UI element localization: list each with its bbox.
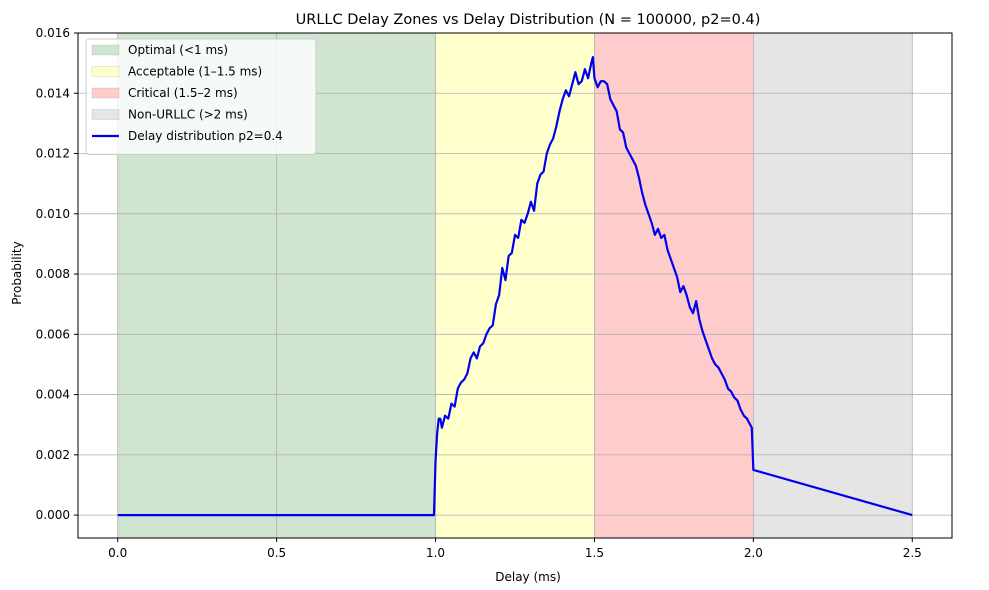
y-tick-label-4: 0.008 [36,267,70,281]
y-tick-label-7: 0.014 [36,86,70,100]
y-tick-label-1: 0.002 [36,448,70,462]
x-tick-label-4: 2.0 [744,546,763,560]
legend-swatch-0 [91,44,120,56]
legend-label-1: Acceptable (1–1.5 ms) [128,65,262,79]
x-tick-label-0: 0.0 [108,546,127,560]
legend-label-3: Non-URLLC (>2 ms) [128,108,248,122]
y-tick-label-5: 0.010 [36,207,70,221]
chart-title: URLLC Delay Zones vs Delay Distribution … [296,12,761,28]
series-line-0 [117,56,913,517]
x-tick-label-5: 2.5 [903,546,922,560]
legend-label-4: Delay distribution p2=0.4 [128,129,283,143]
legend: Optimal (<1 ms) Acceptable (1–1.5 ms) Crit… [85,38,317,155]
legend-swatch-1 [91,66,120,77]
legend-swatch-2 [91,87,120,99]
grid-layer [78,32,952,538]
x-axis-ticks: 0.0 0.5 1.0 1.5 2.0 2.5 [108,538,922,560]
x-axis-label: Delay (ms) [495,570,561,584]
series-layer [117,56,913,517]
x-tick-label-2: 1.0 [426,546,445,560]
legend-swatch-3 [91,109,120,120]
y-tick-label-2: 0.004 [36,388,70,402]
y-axis-label: Probability [10,241,24,304]
plot-frame [77,32,953,539]
y-tick-label-0: 0.000 [36,508,70,522]
zone-band-2 [594,33,754,538]
y-axis-ticks: 0.000 0.002 0.004 0.006 0.008 0.010 0.012 0.014… [36,26,78,522]
y-tick-label-8: 0.016 [36,26,70,40]
x-tick-label-1: 0.5 [267,546,286,560]
legend-box [85,38,317,155]
legend-label-0: Optimal (<1 ms) [128,43,228,57]
zone-band-3 [753,33,913,538]
y-tick-label-3: 0.006 [36,327,70,341]
y-tick-label-6: 0.012 [36,147,70,161]
zone-band-1 [435,33,595,538]
x-tick-label-3: 1.5 [585,546,604,560]
legend-label-2: Critical (1.5–2 ms) [128,86,238,100]
